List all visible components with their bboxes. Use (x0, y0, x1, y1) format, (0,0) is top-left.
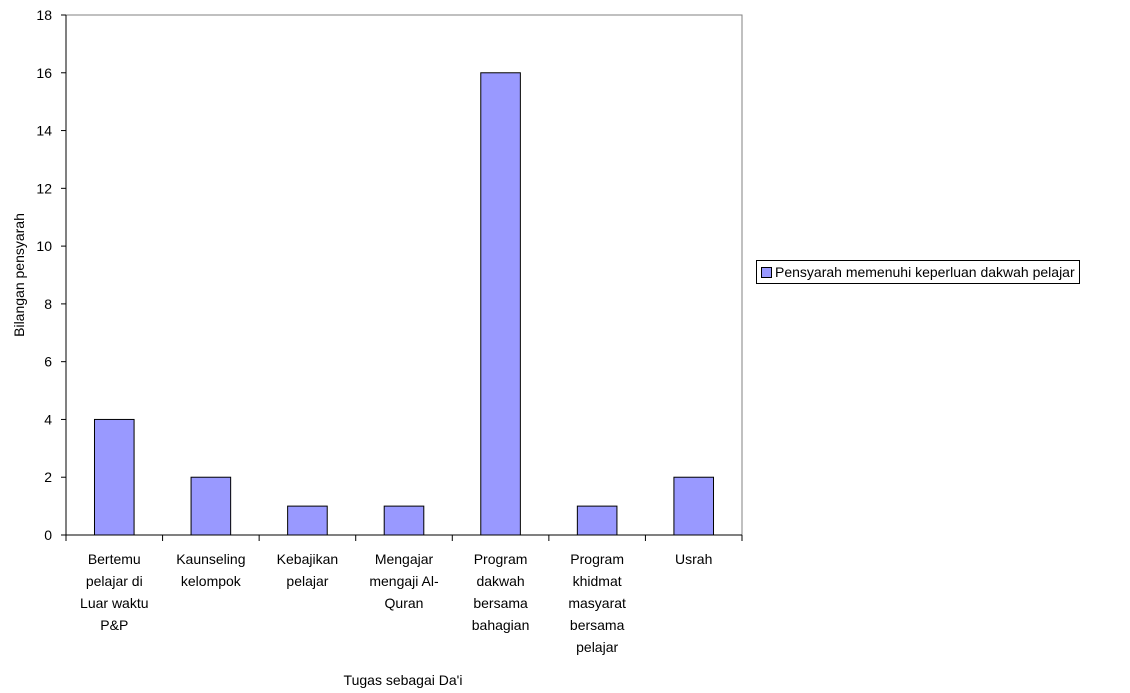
y-tick-label: 10 (36, 238, 52, 254)
x-tick-label: Program khidmat masyarat bersama pelajar (568, 551, 626, 655)
legend-label: Pensyarah memenuhi keperluan dakwah pela… (775, 264, 1075, 280)
x-tick-label: Usrah (675, 551, 712, 567)
y-tick-label: 0 (44, 527, 52, 543)
y-tick-label: 6 (44, 354, 52, 370)
x-tick-label: Kaunseling kelompok (176, 551, 245, 589)
plot-area (65, 14, 743, 536)
bar-series (93, 72, 715, 536)
y-tick-label: 2 (44, 469, 52, 485)
x-tick-label: Bertemu pelajar di Luar waktu P&P (80, 551, 148, 633)
legend-swatch (761, 266, 772, 278)
legend: Pensyarah memenuhi keperluan dakwah pela… (756, 260, 1080, 284)
y-tick-label: 8 (44, 296, 52, 312)
bar (287, 505, 328, 536)
x-tick-label: Program dakwah bersama bahagian (472, 551, 530, 633)
bar (383, 505, 425, 536)
bar (480, 72, 521, 536)
y-axis-title: Bilangan pensyarah (11, 213, 27, 337)
x-axis-title: Tugas sebagai Da'i (344, 672, 463, 688)
y-tick-label: 4 (44, 411, 52, 427)
y-tick-label: 18 (36, 7, 52, 23)
x-tick-label: Kebajikan pelajar (277, 551, 339, 589)
x-tick-label: Mengajar mengaji Al-Quran (369, 551, 439, 611)
category-labels: Bertemu pelajar di Luar waktu P&P Kaunseling… (80, 551, 712, 655)
y-tick-label: 14 (36, 123, 52, 139)
bar (190, 476, 232, 536)
x-axis (65, 534, 743, 541)
y-tick-label: 12 (36, 180, 52, 196)
bar (576, 505, 618, 536)
bar (673, 476, 715, 536)
y-axis: 0 2 4 6 8 10 12 14 16 18 (36, 7, 67, 543)
y-tick-label: 16 (36, 65, 52, 81)
bar (93, 418, 135, 536)
